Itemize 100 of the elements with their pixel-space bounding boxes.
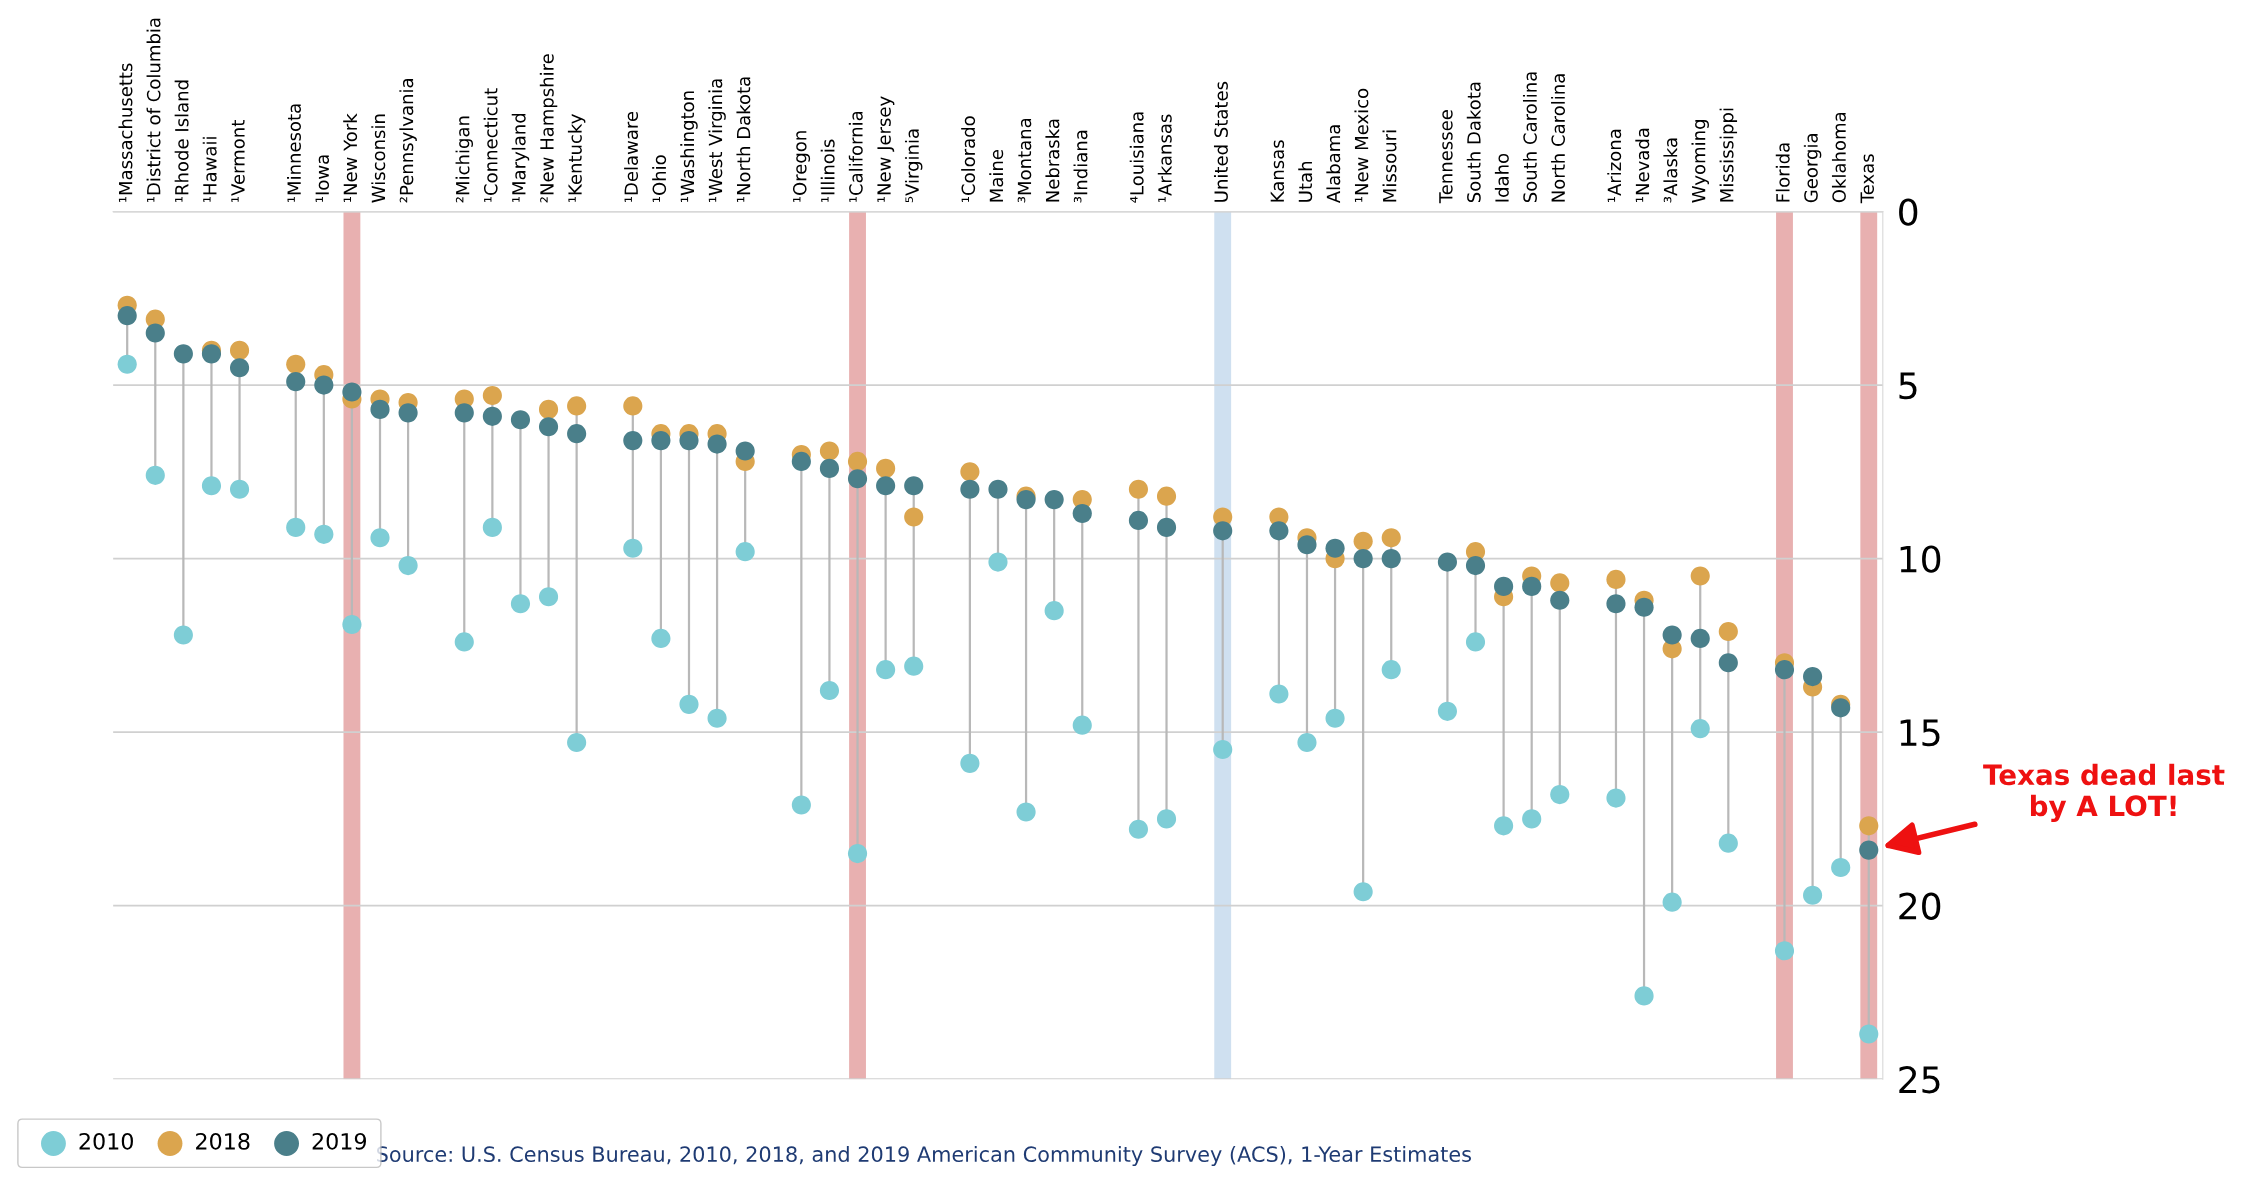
x-tick-label: North Carolina [1551,74,1566,202]
x-tick-label: ¹Arkansas [1157,114,1172,203]
x-tick-label: ¹Ohio [652,155,667,203]
point [1690,719,1710,739]
point [482,385,502,406]
x-tick-label: ¹California [848,111,863,203]
x-tick-label: Mississippi [1719,108,1738,202]
x-tick-label: Missouri [1382,130,1397,202]
point [847,451,868,472]
x-tick-label: ⁴Louisiana [1129,112,1144,203]
x-tick-label: ¹Minnesota [287,104,301,203]
x-tick-label: ¹District of Columbia [146,18,161,203]
point [1662,625,1682,645]
point [1016,802,1036,822]
point [876,476,896,496]
point [1494,576,1514,596]
x-tick-label: ¹West Virginia [708,79,726,203]
x-tick-label: ¹Connecticut [483,88,498,203]
legend-label: 2010 [79,1132,133,1150]
point [679,694,699,714]
point [1269,684,1289,704]
y-tick-label: 0 [1899,198,1918,226]
x-tick-label: ¹Massachusetts [118,63,133,203]
point [960,479,980,499]
point [1325,708,1345,728]
point [1494,816,1514,836]
point [1634,597,1654,617]
point [1156,809,1177,829]
point [1662,892,1682,912]
x-tick-label: ³Alaska [1663,138,1678,203]
point [1437,552,1457,572]
x-tick-label: Georgia [1803,134,1822,203]
point [1381,528,1401,548]
x-tick-label: ⁵Virginia [904,129,923,203]
point [370,399,390,419]
point [1859,816,1879,836]
point [1128,510,1149,531]
point [960,753,980,773]
legend-label: 2019 [312,1132,366,1150]
point [1325,538,1345,558]
point [1353,549,1373,569]
point [1381,660,1401,680]
point [1803,885,1823,905]
point [510,594,531,614]
point [1269,521,1289,541]
point [454,403,474,423]
point [1072,503,1092,524]
point [538,587,559,607]
y-tick-label: 10 [1900,545,1941,573]
x-tick-label: Maine [989,149,1004,202]
x-tick-label: Tennessee [1439,110,1453,204]
point [847,844,868,864]
point [1606,788,1626,808]
point [876,458,896,478]
x-tick-label: ¹Vermont [231,120,245,203]
point [1044,490,1064,510]
x-tick-label: ¹Illinois [820,139,835,203]
point [679,431,699,451]
point [173,625,193,645]
point [1156,486,1177,506]
point [819,458,840,478]
x-tick-label: ¹Nevada [1635,128,1650,203]
x-tick-label: Texas [1860,154,1875,204]
point [1297,732,1317,753]
point [1156,517,1177,537]
x-tick-label: ¹Washington [680,91,698,203]
text: Texas dead last by A LOT! [1983,763,2225,822]
x-tick-label: Wisconsin [371,114,386,203]
x-tick-label: ¹Maryland [511,113,530,203]
point [651,628,671,648]
x-tick-label: ²Pennsylvania [399,79,417,203]
x-tick-label: ¹New York [343,113,358,203]
point [623,396,643,416]
point [1437,701,1457,721]
point [735,542,755,562]
point [1128,819,1149,839]
x-tick-label: ¹New Jersey [877,96,895,203]
x-tick-label: ³Montana [1017,118,1032,203]
y-tick-label: 5 [1899,372,1917,400]
x-tick-label: Utah [1298,161,1313,202]
point [1465,555,1486,576]
point [286,354,306,374]
point [876,660,896,680]
x-tick-label: ¹Hawaii [202,137,217,203]
point [707,434,727,454]
point [370,528,390,548]
point [1550,785,1570,805]
point [567,732,587,753]
point [1718,653,1738,673]
point [567,424,587,444]
point [1859,840,1879,860]
point [342,382,362,402]
x-tick-label: ²Michigan [455,116,474,203]
y-tick-label: 20 [1899,892,1941,920]
point [988,479,1008,499]
x-tick-label: Nebraska [1045,119,1060,202]
point [1297,535,1317,555]
point [1718,833,1738,853]
point [1044,601,1064,621]
point [117,354,137,374]
